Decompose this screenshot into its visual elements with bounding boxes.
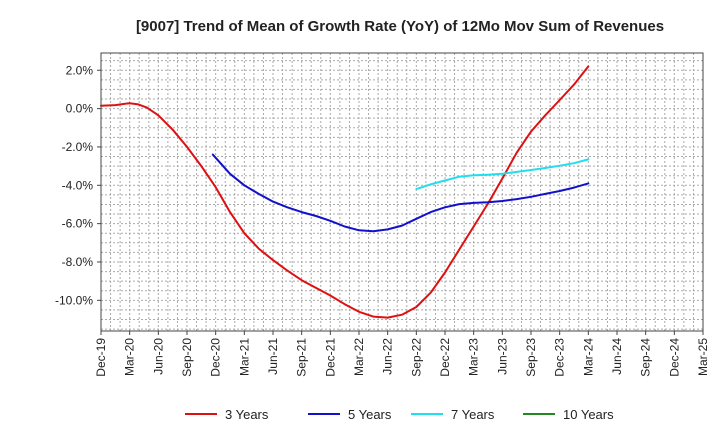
series-line-2 — [211, 153, 590, 233]
x-tick-label: Sep-21 — [295, 338, 309, 377]
legend-label-1: 3 Years — [225, 407, 269, 422]
x-tick-label: Dec-21 — [323, 338, 337, 377]
legend-label-3: 7 Years — [451, 407, 495, 422]
x-tick-label: Dec-24 — [667, 338, 681, 377]
legend-label-2: 5 Years — [348, 407, 392, 422]
x-tick-label: Mar-23 — [467, 338, 481, 376]
y-axis: 2.0% 0.0% -2.0% -4.0% -6.0% -8.0% -10.0% — [55, 63, 101, 307]
y-tick-label: -10.0% — [55, 293, 93, 307]
plot-frame — [100, 52, 704, 332]
grid-layer — [101, 53, 703, 331]
x-tick-label: Jun-22 — [381, 338, 395, 375]
series-line-3 — [415, 158, 590, 191]
y-tick-label: -2.0% — [62, 140, 94, 154]
series-layer — [100, 65, 590, 319]
y-tick-label: -8.0% — [62, 255, 94, 269]
y-tick-label: 2.0% — [66, 63, 94, 77]
y-tick-label: -6.0% — [62, 217, 94, 231]
x-tick-label: Sep-22 — [409, 338, 423, 377]
y-tick-label: -4.0% — [62, 178, 94, 192]
x-tick-label: Jun-21 — [266, 338, 280, 375]
plot-border — [100, 52, 704, 332]
x-tick-label: Mar-25 — [696, 338, 710, 376]
legend: 3 Years 5 Years 7 Years 10 Years — [185, 407, 614, 422]
x-tick-label: Sep-23 — [524, 338, 538, 377]
x-axis: Dec-19 Mar-20 Jun-20 Sep-20 Dec-20 Mar-21 Jun-… — [94, 331, 710, 377]
chart-title: [9007] Trend of Mean of Growth Rate (YoY… — [136, 18, 664, 35]
x-tick-label: Dec-19 — [94, 338, 108, 377]
x-tick-label: Dec-20 — [209, 338, 223, 377]
x-tick-label: Dec-23 — [553, 338, 567, 377]
y-tick-label: 0.0% — [66, 102, 94, 116]
legend-label-4: 10 Years — [563, 407, 614, 422]
x-tick-label: Dec-22 — [438, 338, 452, 377]
x-tick-label: Mar-20 — [123, 338, 137, 376]
x-tick-label: Jun-24 — [610, 338, 624, 375]
x-tick-label: Sep-20 — [180, 338, 194, 377]
series-line-1 — [100, 65, 590, 319]
x-tick-label: Mar-22 — [352, 338, 366, 376]
x-tick-label: Mar-21 — [237, 338, 251, 376]
x-tick-label: Jun-23 — [495, 338, 509, 375]
x-tick-label: Sep-24 — [639, 338, 653, 377]
x-tick-label: Mar-24 — [581, 338, 595, 376]
x-tick-label: Jun-20 — [151, 338, 165, 375]
